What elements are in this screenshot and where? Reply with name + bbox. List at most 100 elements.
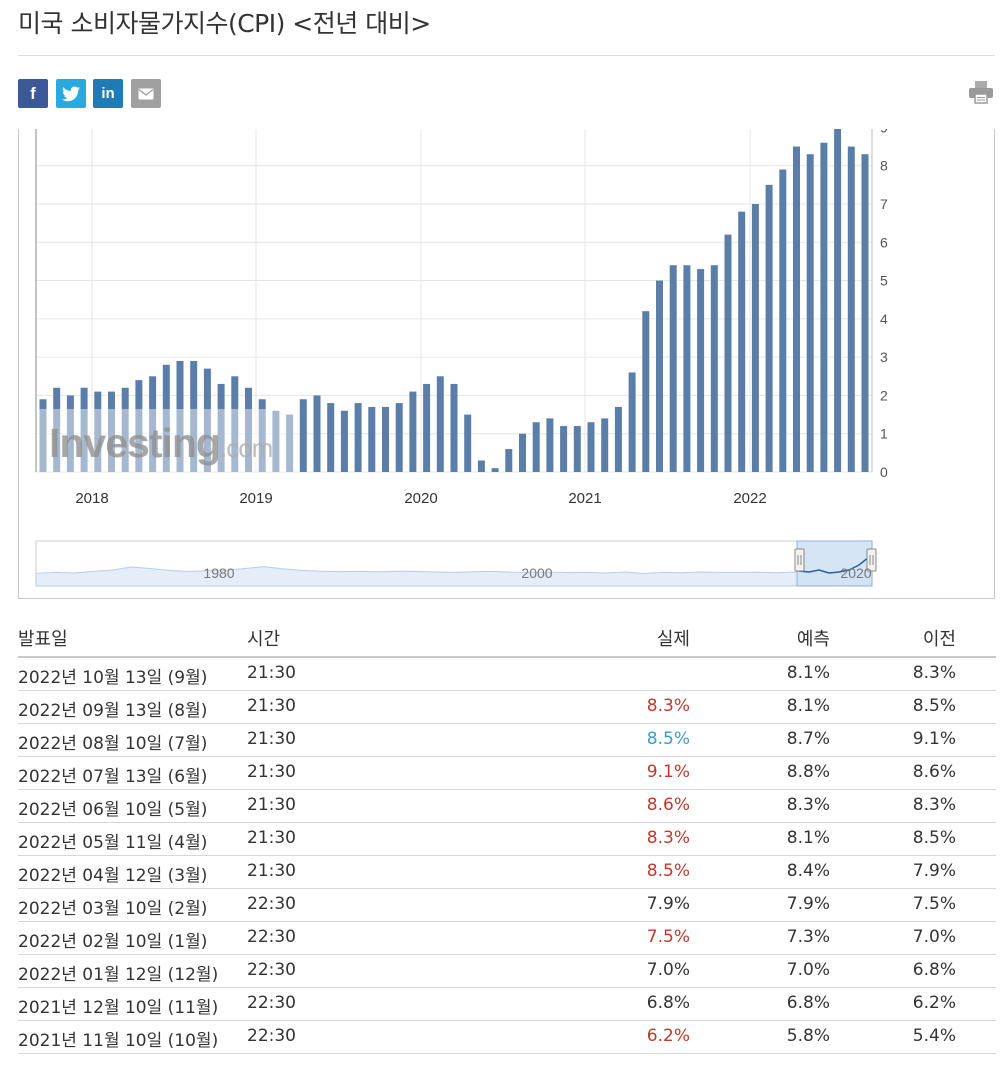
navigator-selection	[796, 540, 873, 587]
bar	[423, 383, 431, 472]
row-actual: 7.9%	[646, 894, 690, 914]
row-actual: 8.6%	[646, 795, 690, 815]
bar	[751, 203, 759, 472]
bar	[340, 410, 348, 472]
bar	[409, 391, 417, 472]
row-forecast: 7.0%	[786, 960, 830, 980]
bar	[149, 376, 157, 472]
row-actual: 6.8%	[646, 993, 690, 1013]
row-forecast: 6.8%	[786, 993, 830, 1013]
y-tick-label: 7	[880, 196, 888, 212]
table-row: 2022년 07월 13일 (6월) 21:30 9.1% 8.8% 8.6%	[18, 757, 996, 790]
row-date: 2022년 07월 13일 (6월)	[18, 767, 208, 787]
table-row: 2022년 03월 10일 (2월) 22:30 7.9% 7.9% 7.5%	[18, 889, 996, 922]
bar	[231, 376, 239, 472]
navigator-label: 1980	[203, 565, 234, 581]
navigator-handle[interactable]	[794, 548, 805, 572]
printer-icon	[969, 81, 993, 104]
row-previous: 6.2%	[912, 993, 956, 1013]
row-time: 21:30	[247, 696, 296, 716]
bar	[519, 433, 526, 472]
y-tick-label: 5	[880, 273, 888, 289]
row-actual: 8.3%	[646, 696, 690, 716]
navigator-area	[35, 566, 873, 587]
bar	[656, 280, 663, 472]
bar	[820, 142, 828, 472]
row-forecast: 8.7%	[786, 729, 830, 749]
table-row: 2021년 12월 10일 (11월) 22:30 6.8% 6.8% 6.2%	[18, 988, 996, 1021]
row-date: 2021년 11월 10일 (10월)	[18, 1031, 219, 1051]
row-time: 22:30	[247, 960, 296, 980]
bar	[765, 184, 773, 473]
bar	[286, 414, 294, 472]
bar	[66, 395, 74, 472]
row-actual: 8.5%	[646, 729, 690, 749]
bar	[436, 376, 444, 472]
row-time: 21:30	[247, 762, 296, 782]
twitter-share-button[interactable]	[56, 79, 86, 108]
row-date: 2022년 05월 11일 (4월)	[18, 833, 208, 853]
bar	[327, 403, 335, 472]
y-tick-label: 6	[880, 234, 888, 250]
row-actual: 7.0%	[646, 960, 690, 980]
bar	[861, 154, 869, 473]
bar	[505, 449, 513, 472]
row-previous: 8.3%	[912, 663, 956, 683]
row-previous: 8.6%	[912, 762, 956, 782]
twitter-icon	[62, 86, 80, 101]
bar	[39, 399, 47, 472]
row-previous: 8.5%	[912, 828, 956, 848]
facebook-share-button[interactable]: f	[18, 79, 48, 108]
row-actual: 9.1%	[646, 762, 690, 782]
bar	[614, 406, 622, 472]
bar	[395, 403, 403, 472]
bar	[491, 468, 499, 472]
row-previous: 8.3%	[912, 795, 956, 815]
table-body: 2022년 10월 13일 (9월) 21:30 8.1% 8.3% 2022년 09월…	[18, 658, 996, 1054]
row-date: 2022년 08월 10일 (7월)	[18, 734, 208, 754]
row-previous: 5.4%	[912, 1026, 956, 1046]
y-tick-label: 8	[880, 158, 888, 174]
table-row: 2022년 02월 10일 (1월) 22:30 7.5% 7.3% 7.0%	[18, 922, 996, 955]
row-forecast: 7.9%	[786, 894, 830, 914]
header-forecast: 예측	[796, 629, 830, 650]
chart-container: 0 1 2 3 4 5 6 7 8 9 Investing.com 2018 2019 2020 2021 2…	[18, 129, 995, 599]
x-tick-label: 2020	[404, 490, 437, 507]
bar	[53, 387, 61, 472]
bar	[560, 426, 568, 472]
table-header: 발표일 시간 실제 예측 이전	[18, 620, 996, 658]
bar	[450, 383, 458, 472]
bar	[532, 422, 540, 472]
bar	[697, 269, 705, 472]
navigator-handle[interactable]	[866, 548, 877, 572]
bar	[587, 422, 595, 472]
facebook-icon: f	[30, 83, 36, 103]
bar	[724, 234, 732, 472]
bar	[80, 387, 88, 472]
x-tick-label: 2018	[75, 490, 108, 507]
row-actual: 8.3%	[646, 828, 690, 848]
print-button[interactable]	[968, 80, 994, 104]
table-row: 2021년 11월 10일 (10월) 22:30 6.2% 5.8% 5.4%	[18, 1021, 996, 1054]
row-date: 2022년 03월 10일 (2월)	[18, 899, 208, 919]
row-time: 21:30	[247, 663, 296, 683]
bar	[573, 426, 581, 472]
bar	[464, 414, 472, 472]
bar	[628, 372, 636, 472]
linkedin-share-button[interactable]: in	[93, 79, 123, 108]
bar	[245, 387, 252, 472]
table-row: 2022년 10월 13일 (9월) 21:30 8.1% 8.3%	[18, 658, 996, 691]
bar	[793, 146, 800, 473]
bar	[669, 265, 677, 472]
bar	[546, 418, 554, 472]
table-row: 2022년 08월 10일 (7월) 21:30 8.5% 8.7% 9.1%	[18, 724, 996, 757]
bar	[683, 265, 691, 472]
bar	[203, 368, 211, 472]
bar	[272, 410, 280, 472]
email-share-button[interactable]	[131, 79, 161, 108]
x-tick-label: 2021	[568, 490, 601, 507]
row-date: 2022년 01월 12일 (12월)	[18, 965, 219, 985]
row-actual: 7.5%	[646, 927, 690, 947]
bar	[162, 364, 170, 472]
row-previous: 7.5%	[912, 894, 956, 914]
